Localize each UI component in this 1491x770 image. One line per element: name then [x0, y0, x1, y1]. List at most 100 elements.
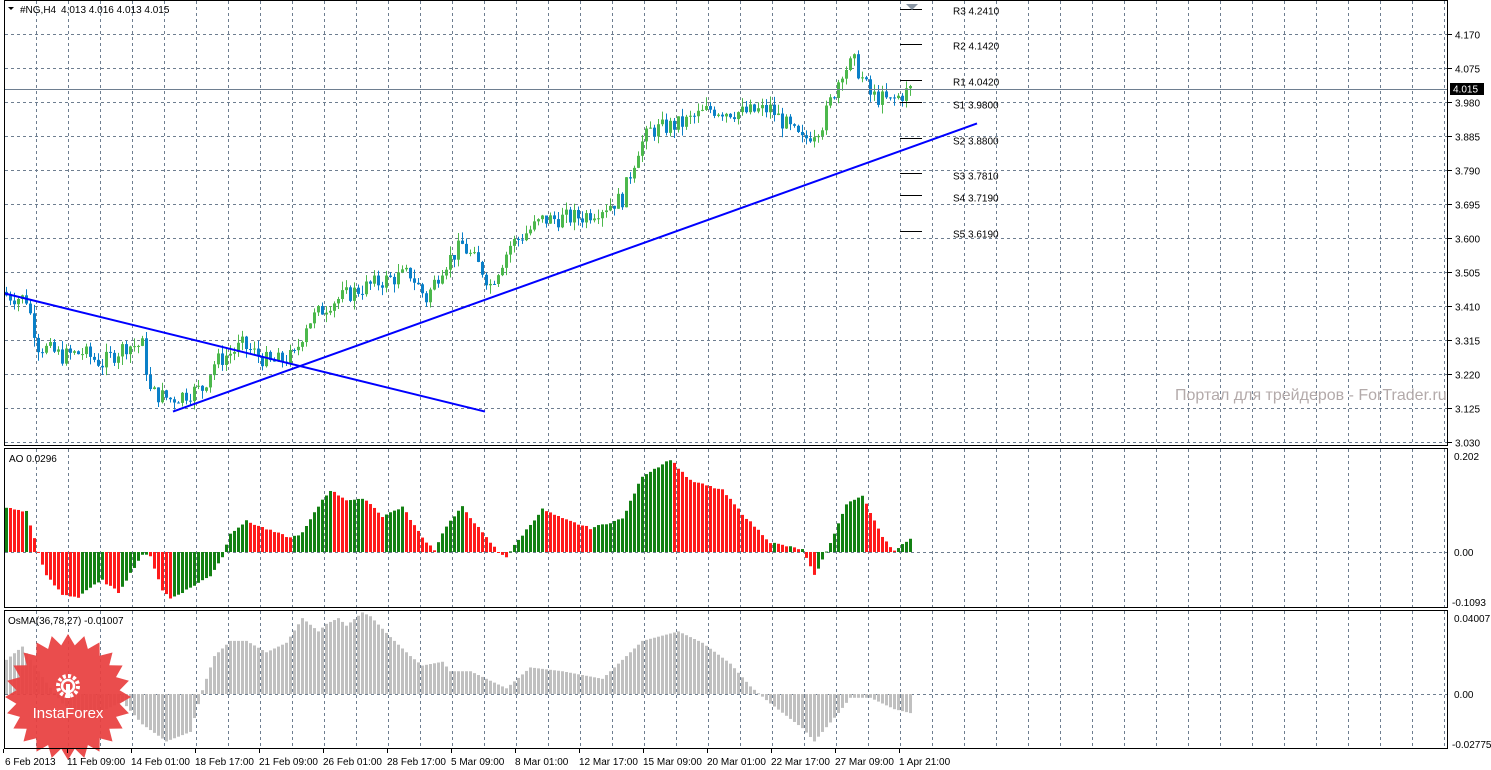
candle-body — [861, 77, 864, 79]
osma-bar — [237, 640, 240, 694]
candle-body — [653, 127, 656, 137]
price-tick-label: 3.790 — [1455, 167, 1480, 178]
ao-bar — [753, 526, 756, 552]
candle-body — [157, 387, 160, 403]
osma-bar — [249, 643, 252, 694]
candle-body — [469, 252, 472, 254]
ao-bar — [729, 498, 732, 552]
ao-bar — [733, 504, 736, 552]
candle-body — [577, 209, 580, 219]
trendlines[interactable] — [4, 122, 978, 413]
osma-bar — [613, 667, 616, 694]
osma-bar — [709, 648, 712, 694]
osma-bar — [305, 621, 308, 694]
osma-bar — [677, 631, 680, 694]
osma-bar — [661, 635, 664, 694]
osma-bar — [489, 680, 492, 694]
dropdown-triangle-icon[interactable] — [8, 7, 14, 10]
candle-body — [869, 79, 872, 95]
osma-bar — [465, 671, 468, 694]
osma-bar — [813, 694, 816, 742]
ao-bar — [593, 527, 596, 552]
candle-body — [125, 344, 128, 355]
candle-body — [889, 97, 892, 99]
candle-body — [293, 350, 296, 352]
candle-body — [437, 279, 440, 284]
osma-bar — [749, 686, 752, 694]
ao-bar — [201, 552, 204, 581]
ao-bar — [789, 546, 792, 552]
osma-bar — [821, 694, 824, 732]
candle-body — [833, 97, 836, 99]
osma-bar — [153, 694, 156, 733]
ao-bar — [385, 514, 388, 552]
candle-body — [269, 351, 272, 361]
time-label: 18 Feb 17:00 — [195, 757, 254, 768]
candle-body — [365, 281, 368, 295]
ao-bar — [113, 552, 116, 589]
candle-body — [837, 82, 840, 98]
ao-bar — [481, 532, 484, 552]
ao-bar — [833, 533, 836, 552]
ao-bar — [797, 549, 800, 552]
time-axis[interactable]: 6 Feb 2013 11 Feb 09:00 14 Feb 01:00 18 Feb… — [3, 749, 951, 768]
candle-body — [797, 125, 800, 132]
candle-body — [117, 356, 120, 363]
candle-body — [749, 104, 752, 113]
candle-body — [905, 88, 908, 101]
time-label: 8 Mar 01:00 — [515, 757, 569, 768]
candle-body — [733, 117, 736, 120]
ao-bar — [125, 552, 128, 581]
candle-body — [737, 112, 740, 120]
candle-body — [685, 116, 688, 127]
candle-body — [641, 141, 644, 156]
ao-bar — [281, 534, 284, 552]
osma-bar — [281, 644, 284, 694]
ao-bar — [229, 533, 232, 552]
candle-body — [897, 95, 900, 99]
candle-body — [617, 193, 620, 209]
osma-bar — [557, 670, 560, 694]
osma-bar — [521, 674, 524, 694]
ao-bar — [485, 537, 488, 552]
price-tick-label: 3.600 — [1455, 235, 1480, 246]
osma-bar — [873, 694, 876, 700]
pivot-label: S3 3.7810 — [953, 172, 999, 183]
pivot-label: R2 4.1420 — [953, 42, 1000, 53]
ao-bar — [701, 483, 704, 552]
candle-body — [569, 209, 572, 223]
ao-bar — [565, 519, 568, 552]
time-label: 27 Mar 09:00 — [835, 757, 894, 768]
ao-bar — [605, 524, 608, 552]
price-axis[interactable]: 4.170 4.075 3.980 3.885 3.790 3.695 3.600 3.505… — [1448, 31, 1480, 450]
candle-body — [389, 275, 392, 277]
osma-bar — [641, 640, 644, 694]
ao-bar — [97, 552, 100, 583]
price-tick-label: 3.980 — [1455, 99, 1480, 110]
osma-bar — [665, 634, 668, 694]
osma-bar — [221, 648, 224, 694]
candle-body — [421, 284, 424, 294]
osma-bar — [673, 632, 676, 694]
candle-body — [517, 238, 520, 240]
candle-body — [429, 289, 432, 303]
osma-bar — [621, 659, 624, 694]
osma-bar — [381, 628, 384, 694]
candle-body — [549, 215, 552, 224]
osma-bar — [197, 694, 200, 705]
ao-bar — [553, 514, 556, 552]
chart-shift-marker[interactable] — [906, 4, 918, 10]
ao-bar — [517, 539, 520, 552]
osma-bar — [793, 694, 796, 722]
candle-body — [741, 106, 744, 113]
ao-bar — [465, 512, 468, 552]
candle-body — [337, 298, 340, 304]
ao-bar — [877, 528, 880, 552]
ao-bar — [13, 509, 16, 552]
ao-bar — [301, 532, 304, 552]
osma-bar — [245, 640, 248, 694]
candle-body — [633, 167, 636, 179]
candle-body — [425, 293, 428, 303]
osma-bar — [729, 663, 732, 694]
